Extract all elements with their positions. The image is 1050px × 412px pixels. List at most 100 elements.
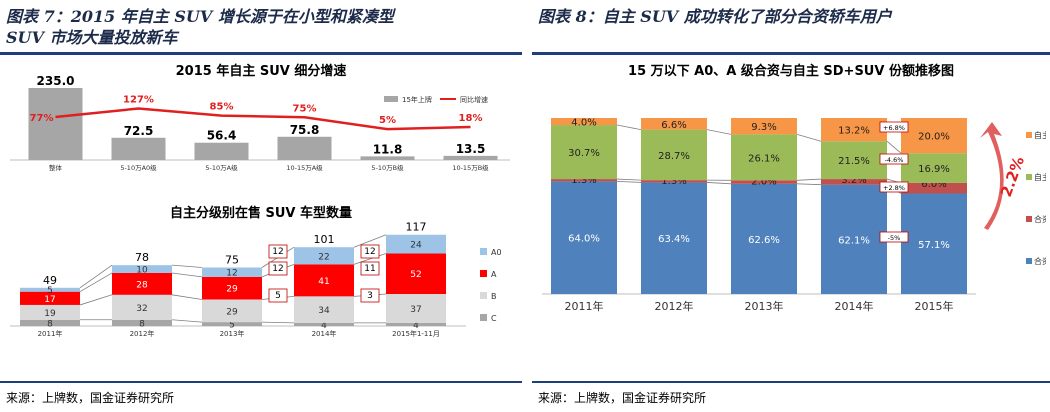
figure-8-source: 来源：上牌数，国金证券研究所 <box>538 391 707 405</box>
bar-合资SUV-0 <box>551 179 617 182</box>
data-label-registrations-0: 235.0 <box>37 74 75 88</box>
increment-box-0-1 <box>268 261 288 276</box>
data-label-A-3: 41 <box>318 277 329 287</box>
x-tick-label-models-0: 2011年 <box>38 329 63 338</box>
growth-line <box>55 107 471 131</box>
legend-swatch-registrations <box>384 96 398 102</box>
x-tick-label-models-4: 2015年1-11月 <box>392 329 440 338</box>
left-panel: 图表 7：2015 年自主 SUV 增长源于在小型和紧凑型 SUV 市场大量投放… <box>0 0 522 412</box>
bar-自主SD-0 <box>551 125 617 180</box>
bar-A-3 <box>294 264 354 297</box>
x-tick-label-5: 10-15万B级 <box>452 163 489 172</box>
bar-B-2 <box>202 299 262 323</box>
bar-B-3 <box>294 296 354 323</box>
change-badge-2 <box>879 181 909 193</box>
change-label-1: -4.6% <box>885 156 904 164</box>
legend-swatch-C <box>480 314 487 321</box>
data-label-growth-2: 85% <box>210 102 234 113</box>
data-label-A-2: 29 <box>226 285 238 295</box>
increment-label-0-1: 12 <box>272 264 283 274</box>
growth-chart-svg: 15年上牌 同比增速 235.0 整体 72.5 5-10万A0级 56.4 5-10万A级 7… <box>10 74 510 172</box>
data-label-A-4: 52 <box>410 270 421 280</box>
bar-registrations-5 <box>443 155 498 160</box>
change-label-0: +6.8% <box>883 124 905 132</box>
x-tick-label-models-2: 2013年 <box>220 329 245 338</box>
legend-swatch-合资SUV <box>1026 216 1032 222</box>
connector-2-0 <box>261 321 295 324</box>
bar-A0-0 <box>20 287 80 292</box>
source-rule-right <box>532 381 1050 383</box>
data-label-growth-0: 77% <box>30 113 54 124</box>
bar-合资SUV-1 <box>641 180 707 183</box>
data-label-total-3: 101 <box>314 233 335 246</box>
bar-B-4 <box>386 294 446 323</box>
connector-0-1 <box>79 294 113 306</box>
title-rule-right <box>532 52 1050 55</box>
bar-合资SUV-4 <box>901 182 967 194</box>
bar-A0-1 <box>112 265 172 273</box>
legend-label-合资SUV: 合资SUV <box>1034 214 1046 224</box>
data-label-合资SD-0: 64.0% <box>568 234 600 245</box>
share-connector-1-2 <box>706 129 732 135</box>
bar-自主SUV-2 <box>731 118 797 135</box>
share-connector-0-1 <box>616 178 642 181</box>
bar-自主SD-4 <box>901 153 967 183</box>
x-tick-label-3: 10-15万A级 <box>286 163 323 172</box>
bar-自主SD-2 <box>731 134 797 181</box>
data-label-自主SD-3: 21.5% <box>838 156 870 167</box>
data-label-自主SUV-4: 20.0% <box>918 132 950 143</box>
data-label-registrations-3: 75.8 <box>290 123 320 137</box>
bar-A-1 <box>112 272 172 295</box>
data-label-合资SD-3: 62.1% <box>838 235 870 246</box>
legend-label-A0: A0 <box>491 248 502 257</box>
bar-A-4 <box>386 253 446 295</box>
change-label-3: -5% <box>888 234 901 242</box>
change-badge-1 <box>879 153 909 165</box>
data-label-total-0: 49 <box>43 274 57 287</box>
data-label-自主SD-1: 28.7% <box>658 151 690 162</box>
increment-label-1-0: 3 <box>367 291 373 301</box>
bar-合资SD-0 <box>551 181 617 294</box>
data-label-合资SUV-0: 1.3% <box>571 175 596 186</box>
bar-自主SUV-3 <box>821 118 887 142</box>
bar-A-2 <box>202 276 262 300</box>
bar-A0-4 <box>386 234 446 254</box>
data-label-合资SD-2: 62.6% <box>748 235 780 246</box>
data-label-A0-2: 12 <box>226 269 237 279</box>
connector-1-3 <box>171 264 203 268</box>
bar-自主SUV-4 <box>901 118 967 154</box>
increment-label-1-1: 11 <box>364 264 375 274</box>
data-label-自主SUV-2: 9.3% <box>751 122 776 133</box>
share-connector-3-2 <box>886 140 902 154</box>
share-connector-0-0 <box>616 180 642 183</box>
data-label-自主SUV-3: 13.2% <box>838 126 870 137</box>
bar-合资SD-2 <box>731 183 797 294</box>
x-tick-label-4: 5-10万B级 <box>371 163 404 172</box>
data-label-合资SD-4: 57.1% <box>918 240 950 251</box>
growth-chart: 2015 年自主 SUV 细分增速 15年上牌 同比增速 235.0 整体 72.5 5-… <box>6 58 516 188</box>
x-tick-label-share-4: 2015年 <box>915 299 954 313</box>
data-label-合资SUV-1: 1.3% <box>661 176 686 187</box>
figure-7-title-line1: 图表 7：2015 年自主 SUV 增长源于在小型和紧凑型 <box>6 7 394 26</box>
change-label-2: +2.8% <box>883 184 905 192</box>
bar-C-2 <box>202 322 262 326</box>
bar-registrations-4 <box>360 156 415 160</box>
figure-7-title-line2: SUV 市场大量投放新车 <box>6 28 178 47</box>
increment-label-0-0: 5 <box>275 291 281 301</box>
data-label-registrations-1: 72.5 <box>124 124 154 138</box>
legend-swatch-B <box>480 292 487 299</box>
bar-C-4 <box>386 322 446 326</box>
data-label-B-3: 34 <box>318 306 330 316</box>
data-label-registrations-4: 11.8 <box>373 142 403 156</box>
x-tick-label-0: 整体 <box>49 163 63 172</box>
x-tick-label-share-3: 2014年 <box>835 299 874 313</box>
connector-3-3 <box>353 234 387 248</box>
connector-1-2 <box>171 272 203 278</box>
share-connector-2-0 <box>796 183 822 186</box>
data-label-自主SD-4: 16.9% <box>918 164 950 175</box>
change-badge-3 <box>879 231 909 243</box>
data-label-自主SD-2: 26.1% <box>748 153 780 164</box>
data-label-A0-4: 24 <box>410 241 422 251</box>
bar-registrations-0 <box>28 88 83 160</box>
x-tick-label-models-3: 2014年 <box>312 329 337 338</box>
